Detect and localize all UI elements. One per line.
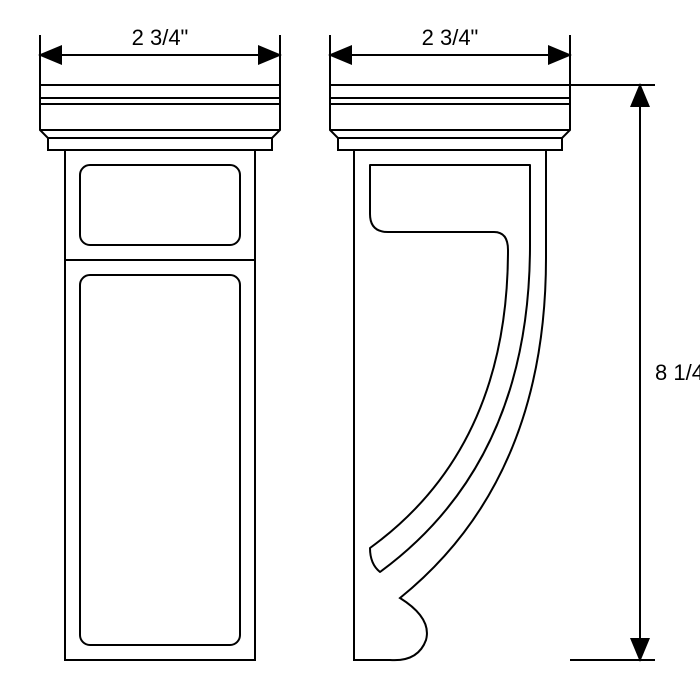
- dim-width-side: 2 3/4": [422, 25, 479, 50]
- dim-width-front: 2 3/4": [132, 25, 189, 50]
- technical-drawing: 2 3/4" 2 3/4" 8 1/4": [0, 0, 700, 700]
- dim-height: 8 1/4": [655, 360, 700, 385]
- side-view: [330, 85, 570, 660]
- dimensions: 2 3/4" 2 3/4" 8 1/4": [40, 25, 700, 660]
- front-view: [40, 85, 280, 660]
